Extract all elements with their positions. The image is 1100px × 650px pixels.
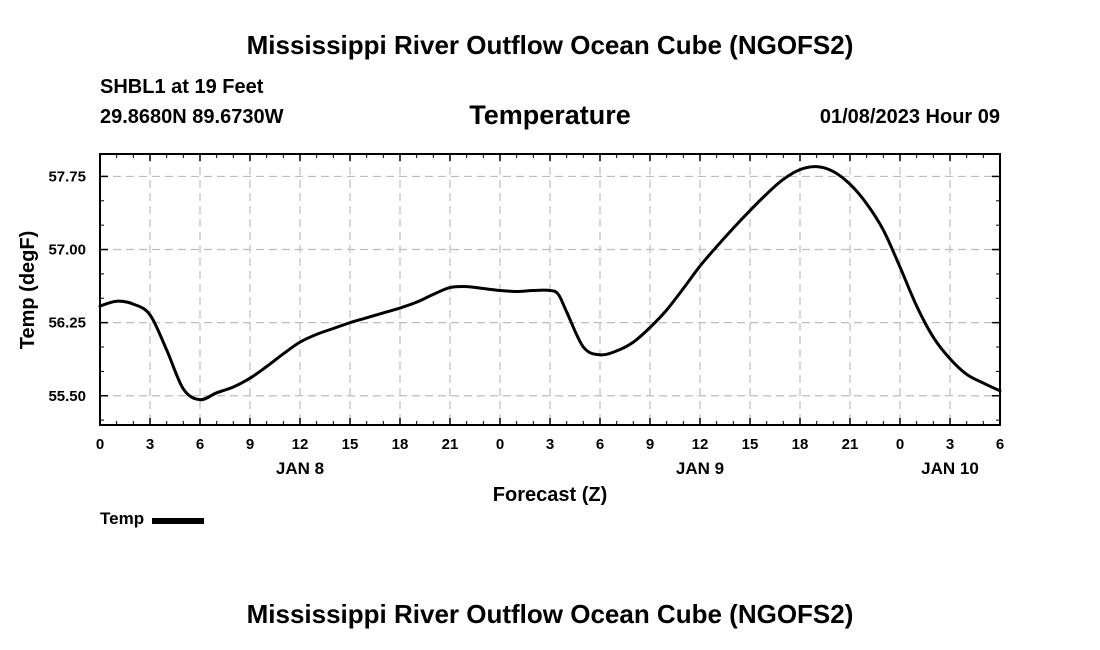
temp-series-line [98, 165, 1002, 402]
chart-main-title: Mississippi River Outflow Ocean Cube (NG… [246, 30, 854, 60]
x-tick-label: 9 [246, 436, 254, 453]
x-tick-label: 0 [96, 436, 104, 453]
x-tick-label: 3 [546, 436, 554, 453]
y-tick-label: 55.50 [48, 388, 86, 405]
y-tick-label: 57.00 [48, 242, 86, 259]
x-tick-label: 3 [946, 436, 954, 453]
legend-swatch [152, 517, 205, 524]
x-tick-label: 6 [196, 436, 204, 453]
x-tick-label: 3 [146, 436, 154, 453]
x-tick-label: 0 [896, 436, 904, 453]
variable-title: Temperature [469, 100, 631, 130]
y-tick-label: 56.25 [48, 315, 86, 332]
legend: Temp [100, 509, 205, 529]
x-tick-label: 12 [692, 436, 709, 453]
x-tick-label: 15 [742, 436, 759, 453]
x-tick-label: 0 [496, 436, 504, 453]
x-axis-label: Forecast (Z) [493, 484, 607, 506]
day-label: JAN 9 [676, 459, 724, 478]
forecast-datetime: 01/08/2023 Hour 09 [819, 106, 1000, 128]
y-axis-label: Temp (degF) [17, 231, 39, 350]
x-tick-label: 6 [996, 436, 1004, 453]
x-tick-label: 15 [342, 436, 359, 453]
axis-tick-labels: 0 3 6 9 12 15 18 21 0 3 6 9 12 15 18 21 0 3 6 JAN 8 JAN 9 JAN… [48, 168, 1004, 478]
day-label: JAN 8 [276, 459, 324, 478]
axis-ticks [99, 154, 1001, 425]
day-label: JAN 10 [921, 459, 979, 478]
chart-footer-title: Mississippi River Outflow Ocean Cube (NG… [246, 599, 854, 629]
legend-label: Temp [100, 509, 145, 528]
x-tick-label: 18 [392, 436, 409, 453]
station-label: SHBL1 at 19 Feet [100, 76, 264, 98]
x-tick-label: 21 [442, 436, 459, 453]
x-tick-label: 12 [292, 436, 309, 453]
x-tick-label: 18 [792, 436, 809, 453]
x-tick-label: 9 [646, 436, 654, 453]
x-tick-label: 6 [596, 436, 604, 453]
station-coordinates: 29.8680N 89.6730W [100, 106, 284, 128]
x-tick-label: 21 [842, 436, 859, 453]
y-tick-label: 57.75 [48, 168, 86, 185]
